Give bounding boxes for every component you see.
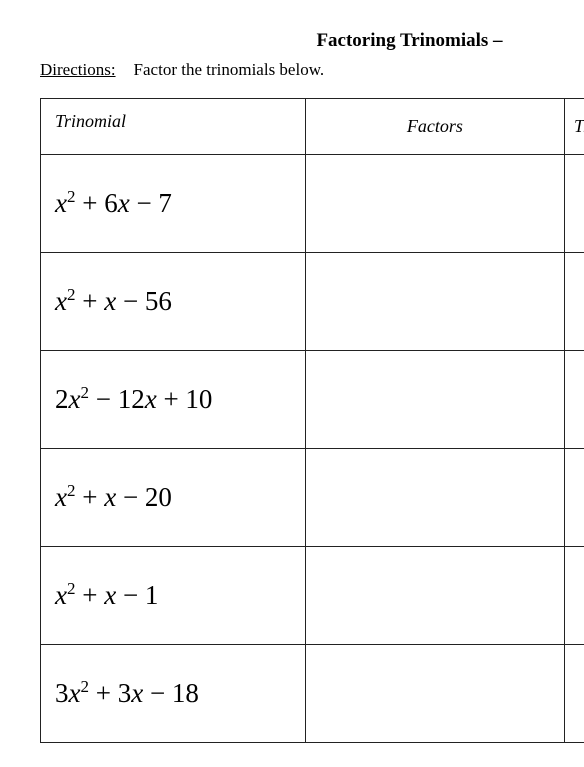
trinomial-table: Trinomial Factors Tr x2 + 6x − 7 x2 + x … bbox=[40, 98, 584, 743]
math-expression: x2 + 6x − 7 bbox=[55, 188, 172, 218]
trinomial-cell: x2 + 6x − 7 bbox=[41, 155, 306, 253]
factors-cell bbox=[305, 253, 564, 351]
table-row: x2 + x − 56 bbox=[41, 253, 584, 351]
table-row: x2 + x − 1 bbox=[41, 547, 584, 645]
tr-cell bbox=[565, 155, 584, 253]
tr-cell bbox=[565, 547, 584, 645]
table-body: x2 + 6x − 7 x2 + x − 56 2x2 − 12x + 10 x… bbox=[41, 155, 584, 743]
directions-label: Directions: bbox=[40, 60, 116, 80]
trinomial-cell: x2 + x − 20 bbox=[41, 449, 306, 547]
table-row: 3x2 + 3x − 18 bbox=[41, 645, 584, 743]
table-header-row: Trinomial Factors Tr bbox=[41, 99, 584, 155]
math-expression: 3x2 + 3x − 18 bbox=[55, 678, 199, 708]
tr-cell bbox=[565, 351, 584, 449]
header-trinomial: Trinomial bbox=[41, 99, 306, 155]
math-expression: 2x2 − 12x + 10 bbox=[55, 384, 212, 414]
factors-cell bbox=[305, 351, 564, 449]
math-expression: x2 + x − 56 bbox=[55, 286, 172, 316]
trinomial-cell: x2 + x − 1 bbox=[41, 547, 306, 645]
factors-cell bbox=[305, 645, 564, 743]
tr-cell bbox=[565, 645, 584, 743]
factors-cell bbox=[305, 449, 564, 547]
directions-row: Directions: Factor the trinomials below. bbox=[35, 60, 584, 80]
title-row: Factoring Trinomials – bbox=[35, 30, 584, 52]
header-tr: Tr bbox=[565, 99, 584, 155]
table-row: x2 + x − 20 bbox=[41, 449, 584, 547]
trinomial-cell: 3x2 + 3x − 18 bbox=[41, 645, 306, 743]
page-title: Factoring Trinomials – bbox=[316, 30, 502, 51]
tr-cell bbox=[565, 449, 584, 547]
directions-text: Factor the trinomials below. bbox=[134, 60, 325, 80]
tr-cell bbox=[565, 253, 584, 351]
table-row: 2x2 − 12x + 10 bbox=[41, 351, 584, 449]
trinomial-cell: 2x2 − 12x + 10 bbox=[41, 351, 306, 449]
worksheet-page: Factoring Trinomials – Directions: Facto… bbox=[0, 0, 584, 743]
math-expression: x2 + x − 20 bbox=[55, 482, 172, 512]
math-expression: x2 + x − 1 bbox=[55, 580, 158, 610]
header-factors: Factors bbox=[305, 99, 564, 155]
factors-cell bbox=[305, 547, 564, 645]
factors-cell bbox=[305, 155, 564, 253]
table-row: x2 + 6x − 7 bbox=[41, 155, 584, 253]
trinomial-cell: x2 + x − 56 bbox=[41, 253, 306, 351]
